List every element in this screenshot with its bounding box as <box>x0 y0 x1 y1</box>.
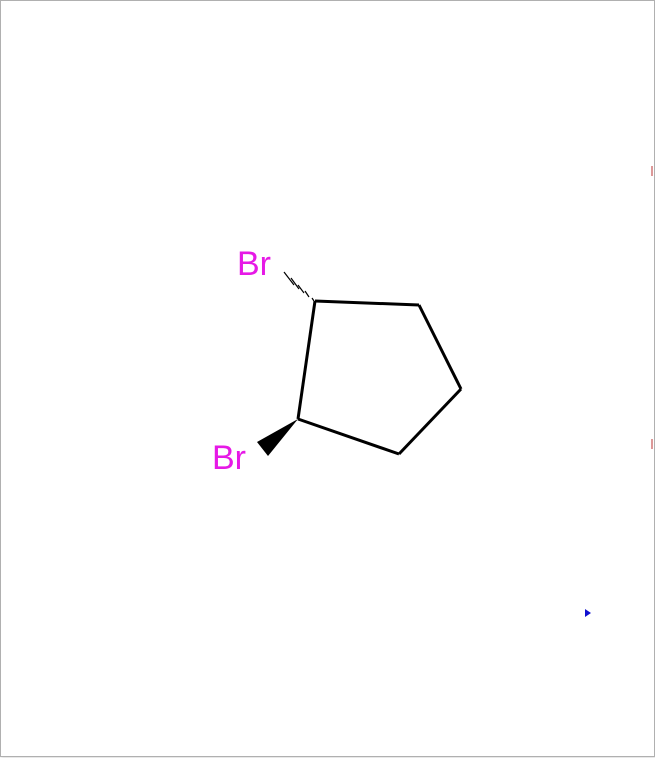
cyclopentane-ring <box>298 301 461 454</box>
atom-label-br-bottom: Br <box>212 439 246 478</box>
ring-bond-3 <box>399 389 461 454</box>
molecule-svg <box>1 1 655 758</box>
drawing-canvas: Br Br <box>0 0 655 757</box>
edge-mark-top <box>651 166 653 176</box>
play-marker-icon <box>585 609 591 617</box>
ring-bond-5 <box>298 301 315 419</box>
ring-bond-4 <box>298 419 399 454</box>
atom-br-bottom-text: Br <box>212 439 246 477</box>
atom-br-top-text: Br <box>237 245 271 283</box>
atom-label-br-top: Br <box>237 245 271 284</box>
wedge-bond-br-bottom <box>257 419 298 456</box>
hash-bond-br-top <box>284 272 314 301</box>
ring-bond-1 <box>315 301 419 305</box>
edge-mark-bottom <box>651 439 653 449</box>
ring-bond-2 <box>419 305 461 389</box>
